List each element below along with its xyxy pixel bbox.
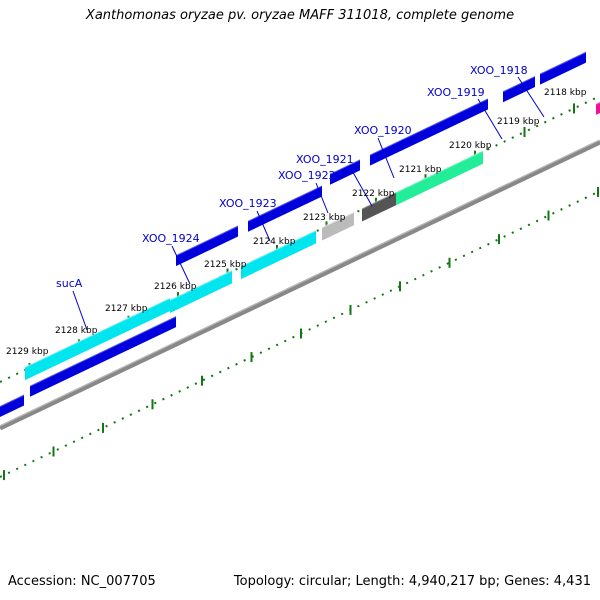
cds-block: [176, 225, 238, 267]
cds-block-highlight: [369, 138, 404, 156]
callout-line: [349, 166, 373, 207]
kbp-label: 2125 kbp: [204, 260, 247, 270]
cds-block-highlight: [502, 75, 536, 93]
kbp-label: 2122 kbp: [352, 189, 395, 199]
kbp-label: 2120 kbp: [449, 141, 492, 151]
callout-line: [72, 290, 88, 331]
kbp-label: 2127 kbp: [105, 304, 148, 314]
kbp-label: 2128 kbp: [55, 326, 98, 336]
callout-line: [517, 76, 545, 118]
cds-block-highlight: [401, 97, 489, 141]
grey-feature-block: [322, 212, 354, 241]
dark-feature-block-highlight: [361, 191, 397, 210]
cyan-feature-block-highlight: [169, 269, 233, 301]
gene-label-xoo-1922: XOO_1922: [278, 169, 336, 182]
gene-label-xoo-1921: XOO_1921: [296, 153, 354, 166]
gene-label-xoo-1924: XOO_1924: [142, 232, 200, 245]
dark-feature-block: [362, 192, 396, 222]
cds-block: [248, 185, 322, 232]
map-title: Xanthomonas oryzae pv. oryzae MAFF 31101…: [85, 8, 515, 23]
feature-track: [0, 50, 600, 417]
kbp-label: 2118 kbp: [544, 88, 587, 98]
cds-block: [370, 138, 403, 166]
cds-block: [540, 51, 586, 85]
kbp-label: 2126 kbp: [154, 282, 197, 292]
cds-block: [503, 75, 535, 103]
cds-block-highlight: [247, 184, 323, 222]
gene-label-xoo-1918: XOO_1918: [470, 64, 528, 77]
callout-line: [315, 182, 329, 214]
label-callouts: [72, 76, 545, 331]
kbp-label: 2129 kbp: [6, 347, 49, 357]
cds-block-highlight: [29, 315, 177, 387]
genome-backbone: [0, 139, 600, 431]
kbp-label: 2121 kbp: [399, 165, 442, 175]
cyan-feature-block: [25, 297, 170, 381]
magenta-feature-block: [596, 102, 600, 115]
kbp-label: 2123 kbp: [303, 213, 346, 223]
gene-label-suca: sucA: [56, 277, 83, 290]
callout-line: [171, 245, 191, 285]
cds-block: [330, 159, 360, 185]
cds-block-highlight: [175, 224, 239, 257]
kbp-label: 2119 kbp: [497, 117, 540, 127]
callout-line: [256, 210, 271, 242]
cds-block: [30, 316, 176, 397]
cyan-feature-block: [241, 230, 316, 280]
cds-block: [0, 394, 24, 417]
cds-block-highlight: [539, 50, 587, 75]
grey-feature-block-highlight: [321, 211, 355, 229]
callout-line: [477, 98, 503, 140]
accession-text: Accession: NC_007705: [8, 574, 156, 589]
cds-block-highlight: [329, 158, 361, 175]
magenta-feature-block-highlight: [595, 100, 600, 105]
gene-label-xoo-1920: XOO_1920: [354, 124, 412, 137]
cds-block-highlight: [0, 393, 25, 408]
topology-text: Topology: circular; Length: 4,940,217 bp…: [233, 574, 591, 589]
genome-backbone-highlight: [0, 139, 600, 427]
gene-label-xoo-1919: XOO_1919: [427, 86, 485, 99]
cyan-feature-block-highlight: [240, 229, 317, 268]
callout-line: [377, 137, 395, 179]
cyan-feature-block: [170, 270, 232, 313]
cyan-feature-block-highlight: [24, 297, 171, 368]
gene-label-xoo-1923: XOO_1923: [219, 197, 277, 210]
cds-block: [402, 98, 488, 151]
green-feature-block-highlight: [395, 149, 484, 194]
kbp-label: 2124 kbp: [253, 237, 296, 247]
green-feature-block: [396, 150, 483, 206]
